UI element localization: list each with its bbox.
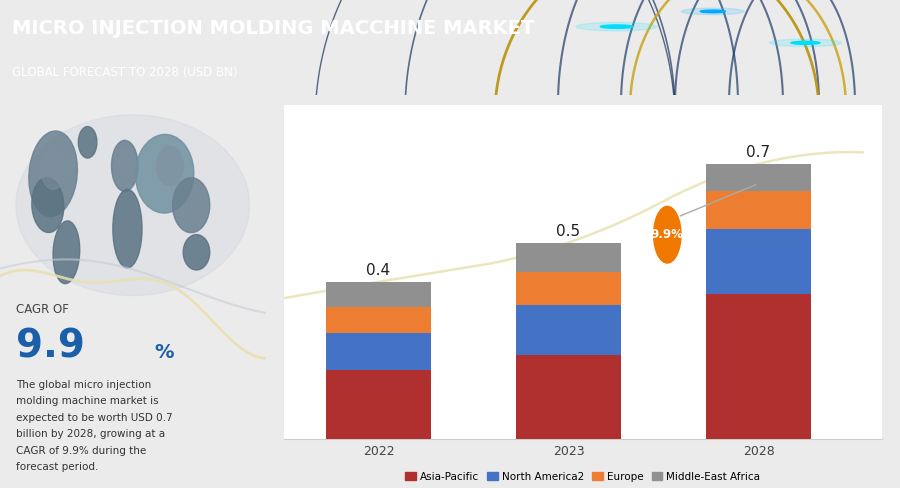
Text: CAGR OF: CAGR OF	[16, 303, 68, 316]
Bar	[326, 282, 431, 307]
Ellipse shape	[112, 141, 138, 191]
Text: The global micro injection: The global micro injection	[16, 380, 151, 390]
Circle shape	[681, 8, 744, 15]
Circle shape	[770, 39, 842, 47]
Circle shape	[791, 41, 820, 44]
Bar	[326, 307, 431, 333]
Ellipse shape	[184, 235, 210, 270]
Ellipse shape	[135, 134, 194, 213]
Ellipse shape	[32, 178, 64, 233]
Bar	[517, 355, 621, 439]
Ellipse shape	[29, 131, 77, 217]
Ellipse shape	[16, 115, 249, 296]
Circle shape	[653, 206, 681, 263]
Text: forecast period.: forecast period.	[16, 463, 98, 472]
Text: CAGR of 9.9% during the: CAGR of 9.9% during the	[16, 446, 146, 456]
Ellipse shape	[120, 148, 135, 176]
Ellipse shape	[41, 150, 65, 189]
Text: %: %	[154, 343, 174, 362]
Bar	[706, 294, 811, 439]
Ellipse shape	[173, 178, 210, 233]
Circle shape	[700, 10, 725, 13]
Bar	[706, 164, 811, 191]
Legend: Asia-Pacific, North America2, Europe, Middle-East Africa: Asia-Pacific, North America2, Europe, Mi…	[400, 468, 765, 486]
Bar	[326, 333, 431, 370]
Ellipse shape	[53, 221, 80, 284]
Bar	[706, 191, 811, 229]
Text: MICRO INJECTION MOLDING MACCHINE MARKET: MICRO INJECTION MOLDING MACCHINE MARKET	[12, 19, 534, 38]
Circle shape	[576, 22, 657, 31]
Text: expected to be worth USD 0.7: expected to be worth USD 0.7	[16, 413, 173, 423]
Ellipse shape	[78, 126, 97, 158]
Bar	[326, 370, 431, 439]
Ellipse shape	[157, 146, 184, 185]
Bar	[517, 243, 621, 272]
Text: 0.4: 0.4	[366, 263, 391, 278]
Text: billion by 2028, growing at a: billion by 2028, growing at a	[16, 429, 165, 440]
Text: GLOBAL FORECAST TO 2028 (USD BN): GLOBAL FORECAST TO 2028 (USD BN)	[12, 66, 238, 79]
Text: 9.9%: 9.9%	[651, 228, 684, 241]
Ellipse shape	[112, 189, 142, 268]
Circle shape	[600, 25, 633, 28]
Bar	[706, 229, 811, 294]
Text: molding machine market is: molding machine market is	[16, 396, 158, 407]
Text: 0.7: 0.7	[746, 145, 770, 160]
Bar	[517, 305, 621, 355]
Text: 9.9: 9.9	[16, 327, 85, 366]
Bar	[517, 272, 621, 305]
Text: 0.5: 0.5	[556, 224, 581, 239]
